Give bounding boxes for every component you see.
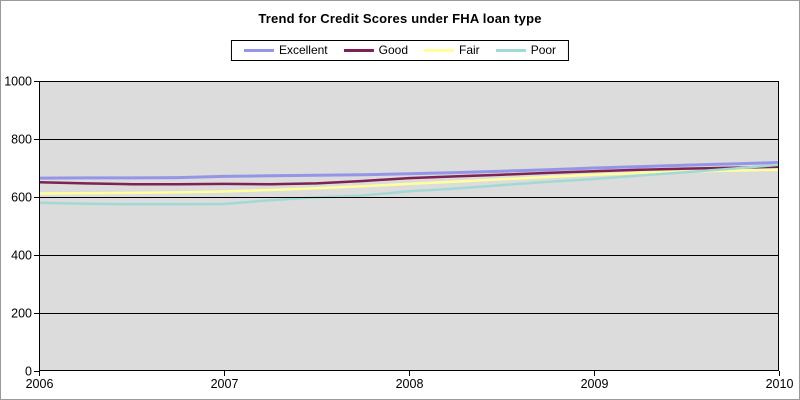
x-axis-label-2009: 2009 bbox=[581, 377, 609, 391]
y-axis-label-1000: 1000 bbox=[4, 75, 32, 89]
legend-label: Good bbox=[378, 43, 409, 57]
chart-legend: Excellent Good Fair Poor bbox=[230, 40, 570, 61]
x-axis-label-2006: 2006 bbox=[26, 377, 54, 391]
x-axis-label-2010: 2010 bbox=[766, 377, 794, 391]
legend-item-good: Good bbox=[343, 43, 409, 57]
plot-border bbox=[39, 81, 779, 371]
y-axis-label-800: 800 bbox=[11, 133, 32, 147]
legend-line-swatch-good bbox=[343, 49, 374, 52]
series-line-fair bbox=[38, 168, 780, 195]
series-line-excellent bbox=[38, 161, 780, 180]
legend-label: Fair bbox=[459, 43, 480, 57]
plot-background bbox=[39, 81, 779, 371]
y-axis-label-200: 200 bbox=[11, 307, 32, 321]
x-axis-label-2008: 2008 bbox=[396, 377, 424, 391]
y-axis-label-0: 0 bbox=[25, 365, 32, 379]
legend-label: Poor bbox=[530, 43, 557, 57]
legend-line-swatch-poor bbox=[495, 49, 526, 52]
x-axis-label-2007: 2007 bbox=[211, 377, 239, 391]
chart-title: Trend for Credit Scores under FHA loan t… bbox=[258, 11, 542, 26]
legend-item-excellent: Excellent bbox=[243, 43, 328, 57]
series-line-poor bbox=[38, 163, 780, 206]
legend-line-swatch-fair bbox=[424, 49, 455, 52]
legend-label: Excellent bbox=[278, 43, 328, 57]
series-line-good bbox=[38, 165, 780, 186]
y-axis-label-600: 600 bbox=[11, 191, 32, 205]
y-axis-label-400: 400 bbox=[11, 249, 32, 263]
legend-item-poor: Poor bbox=[495, 43, 557, 57]
legend-item-fair: Fair bbox=[424, 44, 480, 57]
legend-line-swatch-excellent bbox=[243, 49, 274, 52]
